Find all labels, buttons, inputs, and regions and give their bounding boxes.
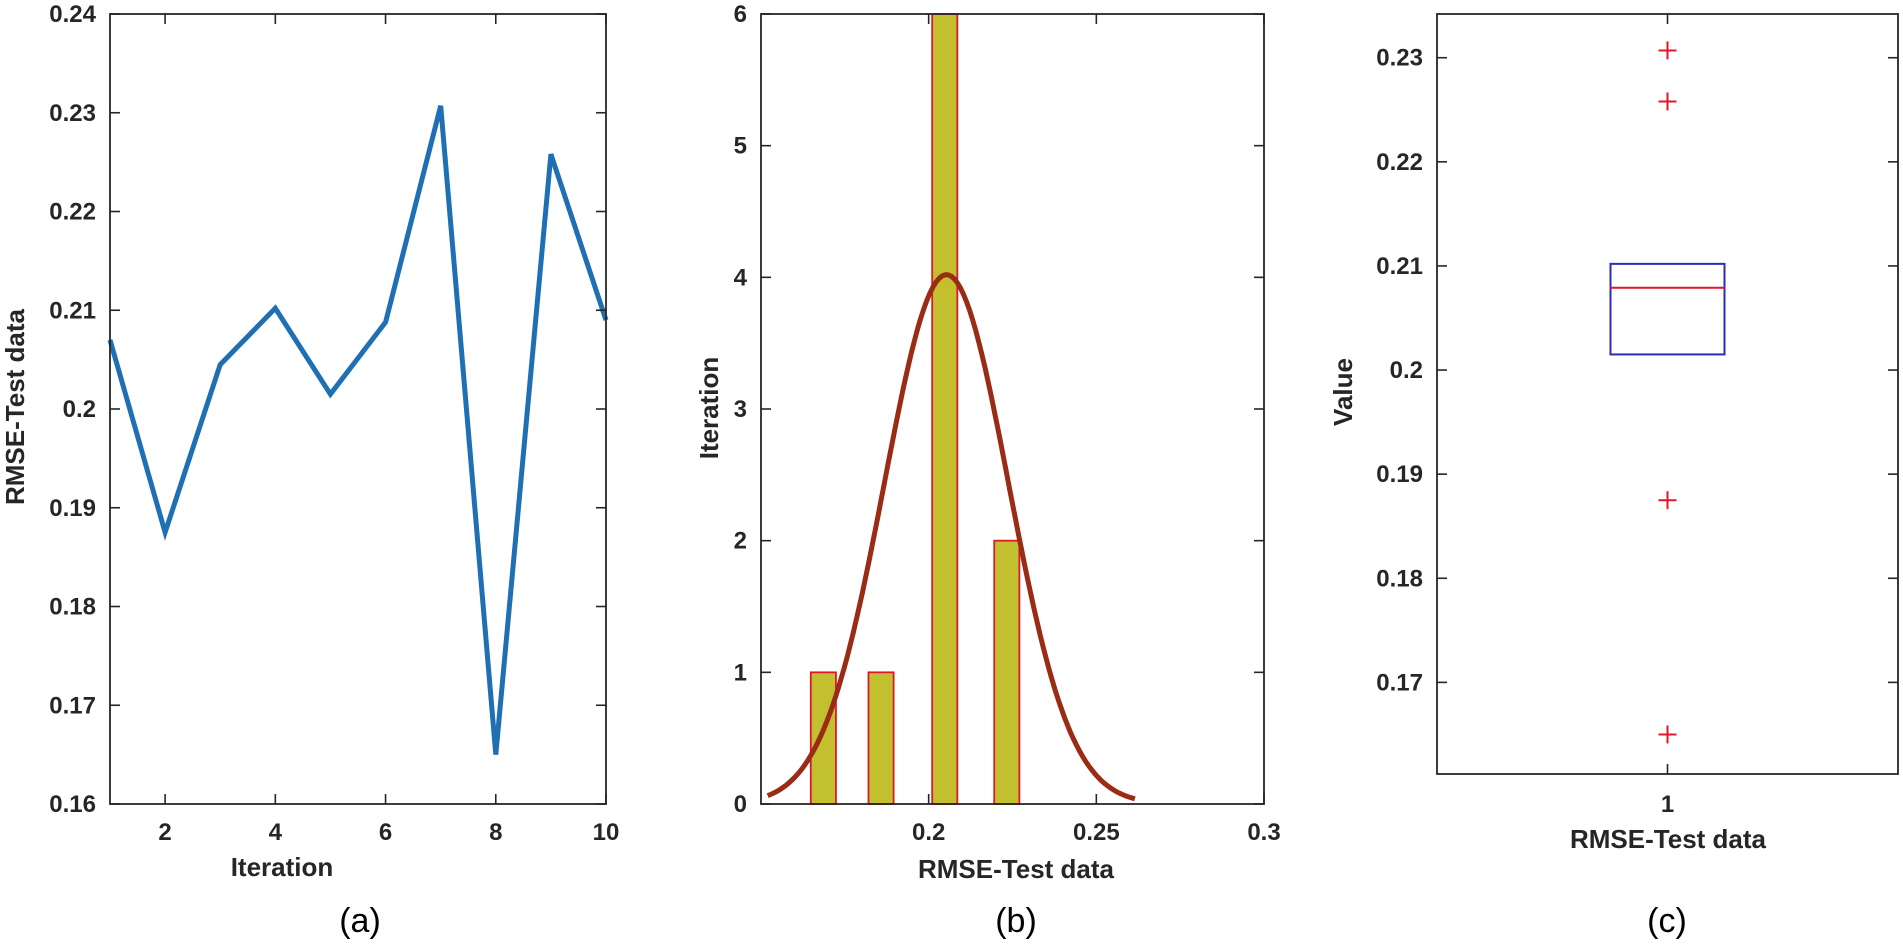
histogram-bars — [809, 13, 1021, 805]
y-tick-label: 0.22 — [1376, 149, 1423, 176]
y-tick-label: 0.18 — [1376, 565, 1423, 592]
y-tick-label: 2 — [734, 528, 747, 555]
y-tick-label: 0.17 — [1376, 669, 1423, 696]
y-tick-label: 6 — [734, 1, 747, 28]
y-axis-label-a: RMSE-Test data — [0, 308, 30, 505]
x-tick-label: 2 — [158, 819, 171, 846]
y-tick-label: 0 — [734, 791, 747, 818]
x-axis-label-a: Iteration — [231, 852, 334, 882]
histogram-bar — [993, 539, 1021, 805]
y-tick-label: 0.19 — [1376, 461, 1423, 488]
tick-marks-b — [761, 13, 1265, 805]
y-tick-label: 0.21 — [49, 297, 96, 324]
y-tick-label: 0.2 — [1390, 357, 1423, 384]
outlier-marker — [1658, 491, 1677, 510]
tick-marks-a — [110, 13, 607, 805]
histogram-bar — [931, 13, 959, 805]
y-tick-label: 0.17 — [49, 692, 96, 719]
y-tick-label: 3 — [734, 396, 747, 423]
y-tick-label: 0.21 — [1376, 253, 1423, 280]
outlier-marker — [1658, 41, 1677, 60]
x-tick-labels-b: 0.2 0.25 0.3 — [912, 819, 1281, 846]
caption-c: (c) — [1647, 902, 1687, 940]
x-tick-label: 1 — [1661, 791, 1674, 818]
outlier-marker — [1658, 725, 1677, 744]
x-axis-label-b: RMSE-Test data — [918, 854, 1115, 884]
y-tick-label: 0.23 — [1376, 45, 1423, 72]
x-tick-label: 10 — [593, 819, 620, 846]
y-tick-labels-b: 0 1 2 3 4 5 6 — [734, 1, 748, 818]
x-tick-label: 0.25 — [1073, 819, 1120, 846]
rmse-line-series — [107, 105, 609, 755]
y-tick-label: 0.2 — [63, 396, 96, 423]
histogram-panel: 0.2 0.25 0.3 0 1 2 3 4 5 6 RMSE-Test data Iterat… — [694, 1, 1281, 940]
x-tick-label: 0.3 — [1247, 819, 1280, 846]
x-tick-label: 4 — [269, 819, 283, 846]
caption-b: (b) — [995, 902, 1037, 940]
axes-box-c — [1436, 13, 1899, 775]
y-tick-labels-c: 0.17 0.18 0.19 0.2 0.21 0.22 0.23 — [1376, 45, 1423, 697]
y-tick-label: 0.18 — [49, 594, 96, 621]
y-tick-label: 0.16 — [49, 791, 96, 818]
y-axis-label-c: Value — [1328, 358, 1358, 426]
x-tick-label: 8 — [489, 819, 502, 846]
histogram-bar — [867, 671, 895, 805]
histogram-bar — [809, 671, 837, 805]
x-tick-label: 6 — [379, 819, 392, 846]
y-tick-label: 0.22 — [49, 199, 96, 226]
box-plot-panel: 1 0.17 0.18 0.19 0.2 0.21 0.22 0.23 RMSE-Test … — [1328, 13, 1899, 940]
line-chart-panel: 2 4 6 8 10 0.160.170.180.190.20.210.220.230.… — [0, 0, 619, 940]
box-iqr — [1609, 262, 1726, 356]
y-tick-labels-a: 0.16 0.17 0.18 0.19 0.2 0.21 0.22 0.23 0.24 — [49, 1, 96, 818]
y-tick-label: 0.24 — [49, 1, 96, 28]
axes-box-a — [109, 13, 607, 805]
x-tick-label: 0.2 — [912, 819, 945, 846]
tick-marks-c — [1437, 14, 1898, 774]
y-tick-label: 5 — [734, 133, 747, 160]
outlier-marker — [1658, 92, 1677, 111]
y-tick-label: 4 — [734, 264, 748, 291]
y-tick-label: 0.23 — [49, 100, 96, 127]
y-tick-label: 1 — [734, 659, 747, 686]
normal-fit-curve — [766, 272, 1136, 802]
y-tick-label: 0.19 — [49, 495, 96, 522]
x-axis-label-c: RMSE-Test data — [1570, 824, 1767, 854]
caption-a: (a) — [339, 902, 381, 940]
x-tick-labels-a: 2 4 6 8 10 — [158, 819, 619, 846]
x-tick-labels-c: 1 — [1661, 791, 1674, 818]
plot-area-a — [0, 0, 1, 1]
outlier-markers — [1658, 41, 1677, 744]
y-axis-label-b: Iteration — [694, 357, 724, 460]
